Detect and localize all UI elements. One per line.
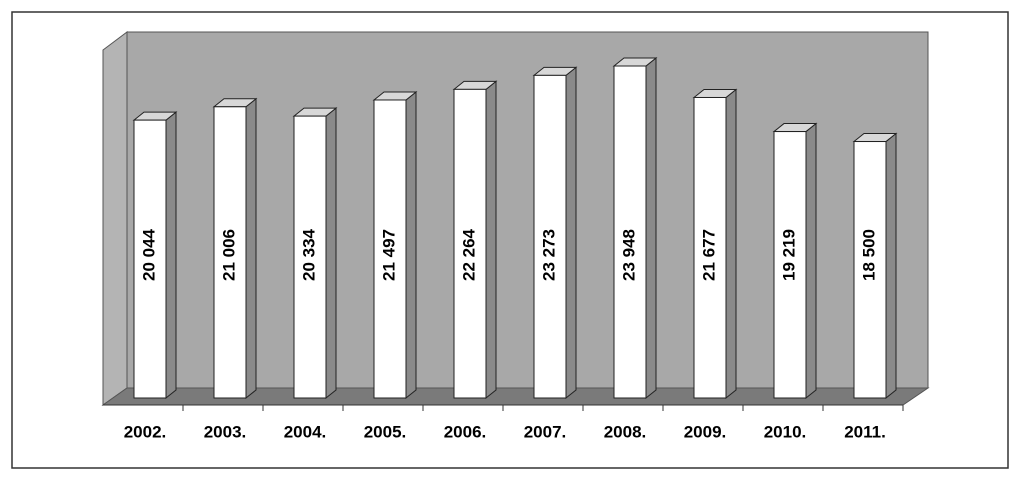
- value-label: 21 006: [219, 229, 238, 281]
- bar-side: [325, 107, 337, 400]
- bar: [213, 106, 247, 399]
- bar: [373, 99, 407, 399]
- bar-side: [165, 111, 177, 400]
- value-label: 19 219: [779, 229, 798, 281]
- value-label: 20 334: [299, 228, 318, 281]
- value-label: 18 500: [859, 229, 878, 281]
- bar-side: [725, 88, 737, 400]
- x-tick-label: 2002.: [124, 422, 167, 441]
- bar-side: [645, 56, 657, 400]
- bar: [133, 119, 167, 399]
- x-tick-label: 2006.: [444, 422, 487, 441]
- value-label: 21 497: [379, 229, 398, 281]
- x-tick-label: 2004.: [284, 422, 327, 441]
- bar-side: [405, 90, 417, 400]
- x-tick-label: 2005.: [364, 422, 407, 441]
- x-tick-label: 2009.: [684, 422, 727, 441]
- bar-side: [565, 66, 577, 400]
- value-label: 20 044: [139, 228, 158, 281]
- bar-side: [805, 122, 817, 400]
- value-label: 22 264: [459, 228, 478, 281]
- bar: [853, 141, 887, 399]
- side-wall: [102, 31, 128, 406]
- bar: [533, 74, 567, 399]
- x-tick-label: 2011.: [844, 422, 886, 441]
- bar-side: [485, 80, 497, 400]
- bar: [453, 88, 487, 399]
- bar: [293, 115, 327, 399]
- x-tick-label: 2008.: [604, 422, 647, 441]
- x-tick-label: 2003.: [204, 422, 247, 441]
- value-label: 23 273: [539, 229, 558, 281]
- bar-side: [885, 132, 897, 400]
- bar-side: [245, 97, 257, 400]
- x-tick-label: 2010.: [764, 422, 807, 441]
- value-label: 23 948: [619, 229, 638, 281]
- bar: [693, 96, 727, 399]
- bar: [613, 65, 647, 399]
- bar: [773, 131, 807, 399]
- x-tick-label: 2007.: [524, 422, 567, 441]
- value-label: 21 677: [699, 229, 718, 281]
